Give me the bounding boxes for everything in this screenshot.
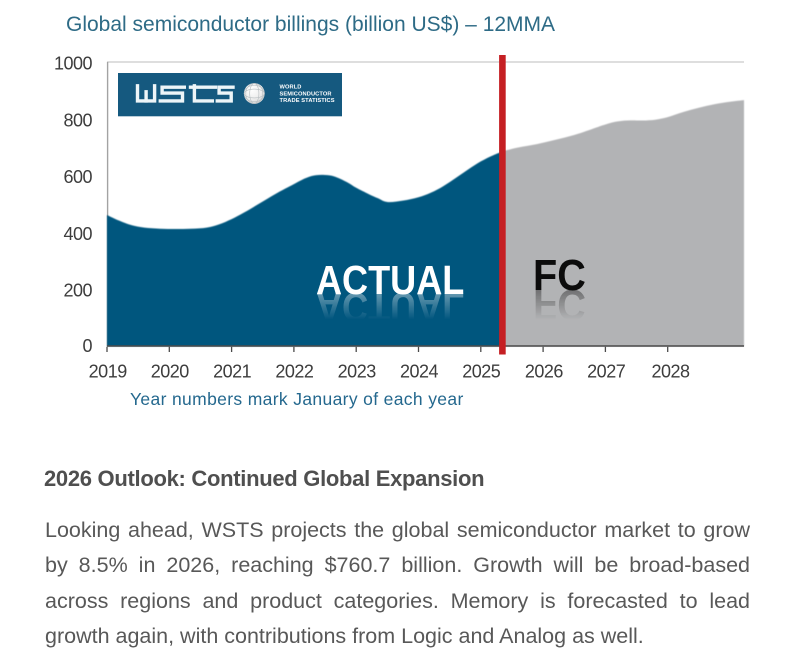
svg-text:1000: 1000	[54, 53, 93, 73]
svg-text:2022: 2022	[275, 361, 314, 381]
svg-text:400: 400	[63, 224, 92, 244]
svg-text:0: 0	[82, 336, 92, 356]
svg-text:2026: 2026	[525, 361, 564, 381]
svg-text:SEMICONDUCTOR: SEMICONDUCTOR	[280, 91, 332, 97]
svg-text:TRADE STATISTICS: TRADE STATISTICS	[280, 98, 335, 104]
svg-text:2021: 2021	[213, 361, 252, 381]
svg-text:2025: 2025	[462, 361, 501, 381]
svg-text:2020: 2020	[151, 361, 190, 381]
svg-text:2028: 2028	[651, 361, 690, 381]
svg-text:WORLD: WORLD	[280, 85, 302, 91]
svg-text:200: 200	[63, 281, 92, 301]
svg-text:800: 800	[63, 111, 92, 131]
svg-text:2019: 2019	[89, 361, 128, 381]
svg-text:2027: 2027	[587, 361, 626, 381]
svg-text:2023: 2023	[338, 361, 377, 381]
svg-text:600: 600	[63, 167, 92, 187]
svg-text:2024: 2024	[400, 361, 439, 381]
